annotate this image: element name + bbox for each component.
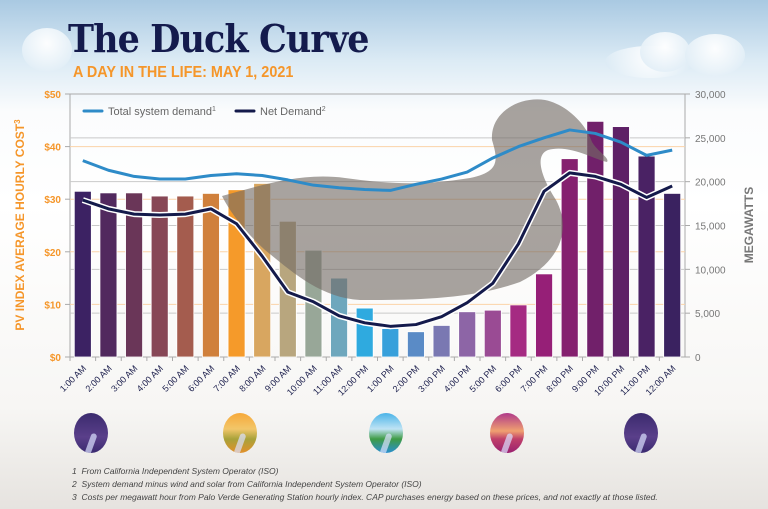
x-tick-label: 1:00 AM <box>58 363 88 393</box>
right-tick-label: 0 <box>695 353 701 364</box>
left-tick-label: $40 <box>44 143 61 154</box>
sunset-river-icon <box>490 413 524 453</box>
x-tick-label: 2:00 PM <box>391 363 422 394</box>
left-axis-title: PV INDEX AVERAGE HOURLY COST3 <box>13 119 27 331</box>
cloud-left <box>22 28 72 72</box>
river-shape <box>634 432 648 453</box>
footnote-number: 3 <box>72 492 77 502</box>
footnote-3: 3 Costs per megawatt hour from Palo Verd… <box>72 492 658 502</box>
left-tick-label: $0 <box>50 353 62 364</box>
river-shape <box>84 432 98 453</box>
bar-1-00-pm <box>381 328 400 358</box>
total-system-demand-line <box>82 128 673 192</box>
river-shape <box>233 432 247 453</box>
right-axis-title: MEGAWATTS <box>742 187 756 263</box>
x-tick-label: 5:00 PM <box>467 363 498 394</box>
bar-6-00-am <box>202 193 220 358</box>
right-tick-label: 25,000 <box>695 134 726 145</box>
bar-2-00-pm <box>407 331 425 358</box>
x-tick-label: 7:00 PM <box>519 363 550 394</box>
right-tick-label: 30,000 <box>695 90 726 101</box>
x-tick-label: 3:00 PM <box>416 363 447 394</box>
bar-12-00-am <box>663 193 682 358</box>
footnote-1: 1 From California Independent System Ope… <box>72 466 278 476</box>
bar-11-00-pm <box>637 155 656 358</box>
cloud-right-2 <box>640 32 690 72</box>
left-tick-label: $20 <box>44 248 61 259</box>
left-tick-label: $30 <box>44 195 61 206</box>
river-shape <box>379 432 393 453</box>
right-tick-label: 10,000 <box>695 265 726 276</box>
footnote-text: System demand minus wind and solar from … <box>81 479 422 489</box>
bar-3-00-am <box>125 192 143 358</box>
footnote-number: 2 <box>72 479 77 489</box>
x-tick-label: 5:00 AM <box>160 363 190 393</box>
footnote-2: 2 System demand minus wind and solar fro… <box>72 479 422 489</box>
x-tick-label: 7:00 AM <box>212 363 242 393</box>
bar-8-00-pm <box>560 158 579 358</box>
bar-10-00-pm <box>612 126 630 358</box>
bar-4-00-am <box>150 195 169 358</box>
night-river-icon <box>624 413 658 453</box>
night-river-icon <box>74 413 108 453</box>
legend-label-total-system-demand: Total system demand1 <box>108 106 216 118</box>
footnote-text: Costs per megawatt hour from Palo Verde … <box>81 492 658 502</box>
bar-7-00-pm <box>535 273 553 358</box>
left-tick-label: $50 <box>44 90 61 101</box>
footnote-text: From California Independent System Opera… <box>81 466 279 476</box>
bar-1-00-am <box>73 190 92 358</box>
sunrise-river-icon <box>223 413 257 453</box>
x-tick-label: 4:00 PM <box>442 363 473 394</box>
bar-3-00-pm <box>432 325 451 358</box>
x-tick-label: 8:00 AM <box>237 363 267 393</box>
cloud-right-3 <box>685 34 745 76</box>
page-title: The Duck Curve <box>68 16 370 61</box>
right-tick-label: 15,000 <box>695 222 726 233</box>
x-tick-label: 2:00 AM <box>83 363 113 393</box>
footnote-number: 1 <box>72 466 77 476</box>
bar-4-00-pm <box>458 311 477 358</box>
x-tick-label: 6:00 AM <box>186 363 216 393</box>
bar-2-00-am <box>99 192 118 358</box>
x-tick-label: 6:00 PM <box>493 363 524 394</box>
bar-5-00-pm <box>483 309 502 358</box>
x-tick-label: 4:00 AM <box>135 363 165 393</box>
x-tick-label: 3:00 AM <box>109 363 139 393</box>
midday-river-icon <box>369 413 403 453</box>
left-tick-label: $10 <box>44 300 61 311</box>
x-tick-label: 8:00 PM <box>544 363 575 394</box>
right-tick-label: 5,000 <box>695 309 720 320</box>
right-tick-label: 20,000 <box>695 178 726 189</box>
x-tick-label: 1:00 PM <box>365 363 396 394</box>
net-demand-line <box>82 171 673 328</box>
page-subtitle: A DAY IN THE LIFE: MAY 1, 2021 <box>73 64 294 81</box>
bar-5-00-am <box>176 195 195 358</box>
bar-12-00-pm <box>355 307 374 358</box>
river-shape <box>500 432 514 453</box>
bar-6-00-pm <box>509 304 528 358</box>
legend-label-net-demand: Net Demand2 <box>260 106 326 118</box>
